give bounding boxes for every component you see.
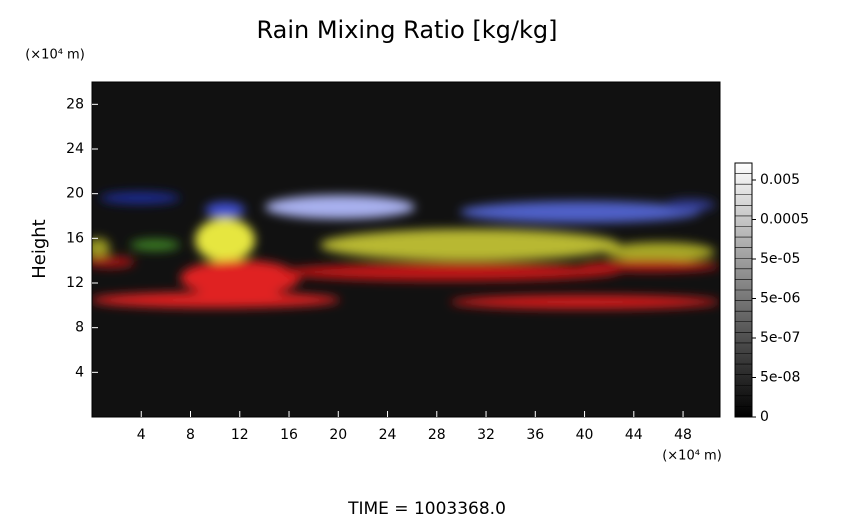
- y-tick-label: 12: [66, 275, 84, 291]
- x-tick-label: 8: [186, 427, 195, 443]
- x-tick-label: 40: [576, 427, 594, 443]
- x-tick-label: 4: [137, 427, 146, 443]
- x-tick-label: 24: [379, 427, 397, 443]
- x-tick-label: 44: [625, 427, 643, 443]
- y-tick-label: 16: [66, 230, 84, 246]
- x-tick-label: 16: [280, 427, 298, 443]
- colorbar-label: 5e-08: [760, 370, 800, 386]
- x-tick-label: 28: [428, 427, 446, 443]
- y-unit: (×10⁴ m): [25, 48, 85, 63]
- plot-frame: [91, 81, 721, 418]
- x-tick-label: 48: [674, 427, 692, 443]
- x-tick-label: 20: [329, 427, 347, 443]
- x-unit: (×10⁴ m): [662, 449, 722, 464]
- colorbar-label: 5e-05: [760, 251, 800, 267]
- y-tick-label: 8: [75, 320, 84, 336]
- colorbar-label: 0: [760, 409, 769, 425]
- colorbar-label: 5e-07: [760, 330, 800, 346]
- colorbar-label: 0.0005: [760, 212, 809, 228]
- chart-title: Rain Mixing Ratio [kg/kg]: [256, 16, 557, 44]
- x-tick-label: 36: [526, 427, 544, 443]
- y-tick-label: 28: [66, 96, 84, 112]
- x-tick-label: 12: [231, 427, 249, 443]
- y-tick-label: 24: [66, 141, 84, 157]
- colorbar-label: 0.005: [760, 172, 800, 188]
- colorbar-label: 5e-06: [760, 291, 800, 307]
- volume-render: [92, 192, 720, 309]
- time-label: TIME = 1003368.0: [347, 499, 506, 519]
- y-tick-label: 4: [75, 364, 84, 380]
- y-tick-label: 20: [66, 186, 84, 202]
- x-tick-label: 32: [477, 427, 495, 443]
- y-axis-label: Height: [29, 219, 50, 279]
